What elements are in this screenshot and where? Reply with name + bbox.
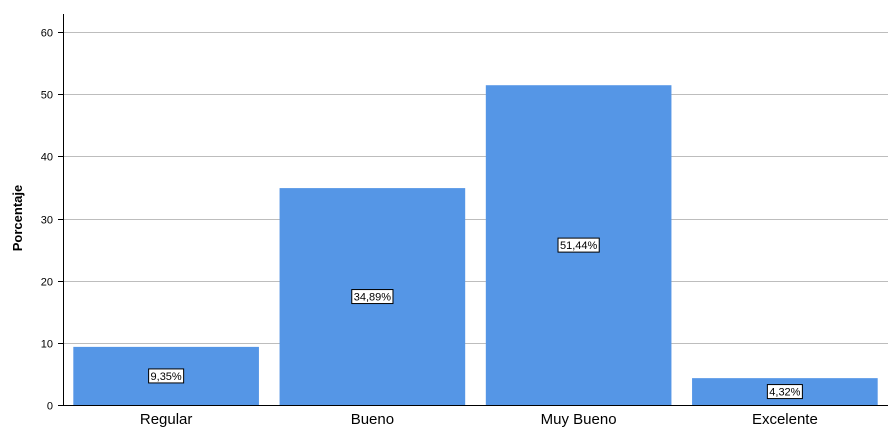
y-tick-label: 50 (41, 90, 53, 102)
data-label: 4,32% (769, 387, 800, 399)
y-tick-label: 30 (41, 215, 53, 227)
axes: 0 10 20 30 40 50 60 Regular Bueno Muy Bueno Excele… (41, 14, 888, 428)
x-tick-label: Excelente (752, 411, 818, 428)
y-tick-label: 40 (41, 152, 53, 164)
y-tick-label: 20 (41, 277, 53, 289)
y-tick-label: 60 (41, 28, 53, 40)
y-axis-title: Porcentaje (10, 185, 25, 251)
gridlines (63, 32, 888, 344)
y-tick-label: 0 (47, 401, 53, 413)
data-label-box (557, 237, 600, 253)
data-label-box (766, 384, 803, 400)
data-label: 34,89% (354, 292, 392, 304)
x-tick-label: Regular (140, 411, 193, 428)
y-tick-label: 10 (41, 339, 53, 351)
data-label-box (148, 368, 185, 384)
data-label: 51,44% (560, 240, 598, 252)
data-label: 9,35% (151, 371, 182, 383)
x-tick-label: Bueno (351, 411, 394, 428)
x-tick-label: Muy Bueno (541, 411, 617, 428)
data-label-box (351, 289, 394, 305)
bars: 9,35% 34,89% 51,44% 4,32% (73, 85, 878, 406)
